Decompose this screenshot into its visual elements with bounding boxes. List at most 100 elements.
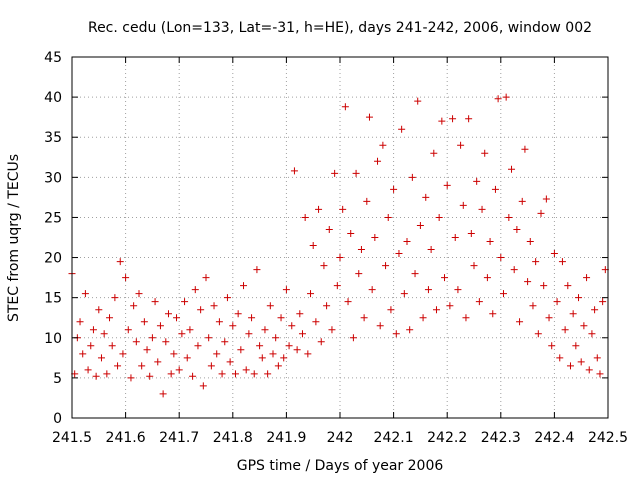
y-tick-label: 10: [44, 331, 62, 347]
data-point: [347, 229, 355, 237]
data-point: [585, 366, 593, 374]
data-point: [344, 298, 352, 306]
data-point: [197, 306, 205, 314]
data-point: [508, 165, 516, 173]
data-point: [355, 270, 363, 278]
data-point: [132, 338, 140, 346]
y-axis-label: STEC from uqrg / TECUs: [6, 154, 22, 322]
data-point: [580, 322, 588, 330]
data-point: [462, 314, 470, 322]
data-point: [162, 338, 170, 346]
data-point: [143, 346, 151, 354]
data-point: [202, 274, 210, 282]
data-point: [79, 350, 87, 358]
data-point: [550, 250, 558, 258]
data-point: [591, 306, 599, 314]
data-point: [470, 262, 478, 270]
data-point: [392, 330, 400, 338]
y-tick-label: 30: [44, 170, 62, 186]
data-point: [376, 322, 384, 330]
data-point: [400, 290, 408, 298]
x-tick-label: 241.5: [52, 430, 92, 446]
data-point: [280, 354, 288, 362]
data-point: [215, 318, 223, 326]
data-point: [296, 310, 304, 318]
data-point: [240, 282, 248, 290]
data-point: [499, 290, 507, 298]
data-point: [89, 326, 97, 334]
y-tick-label: 15: [44, 291, 62, 307]
data-point: [599, 298, 607, 306]
y-tick-label: 40: [44, 90, 62, 106]
data-point: [298, 330, 306, 338]
data-point: [191, 286, 199, 294]
data-point: [181, 298, 189, 306]
data-point: [403, 238, 411, 246]
grid-lines: [72, 57, 608, 418]
data-point: [320, 262, 328, 270]
data-point: [100, 330, 108, 338]
y-tick-label: 5: [53, 371, 62, 387]
data-point: [170, 350, 178, 358]
data-point: [309, 242, 317, 250]
data-point: [414, 97, 422, 105]
data-point: [304, 350, 312, 358]
data-point: [328, 326, 336, 334]
y-tick-label: 25: [44, 210, 62, 226]
data-point: [114, 362, 122, 370]
data-point: [524, 278, 532, 286]
data-point: [315, 205, 323, 213]
data-point: [116, 258, 124, 266]
data-point: [371, 234, 379, 241]
data-point: [331, 169, 339, 177]
data-point: [231, 370, 239, 378]
data-point: [178, 330, 186, 338]
data-point: [449, 115, 457, 123]
data-point: [341, 103, 349, 111]
data-point: [164, 310, 172, 318]
data-point: [416, 221, 424, 229]
data-point: [274, 362, 282, 370]
data-point: [593, 354, 601, 362]
data-point: [237, 346, 245, 354]
data-point: [575, 294, 583, 302]
data-point: [301, 213, 309, 221]
data-point: [218, 370, 226, 378]
data-point: [491, 185, 499, 193]
data-point: [130, 302, 138, 310]
data-point: [561, 326, 569, 334]
x-axis-label: GPS time / Days of year 2006: [237, 458, 444, 474]
data-point: [505, 213, 513, 221]
axis-ticks: [71, 56, 609, 419]
x-tick-labels: 241.5 241.6 241.7 241.8 241.9 242 242.1 242.2 24…: [52, 430, 628, 446]
data-point: [336, 254, 344, 262]
data-point: [293, 346, 301, 354]
data-point: [494, 95, 502, 103]
data-point: [264, 370, 272, 378]
data-point: [253, 266, 261, 274]
data-point: [135, 290, 143, 298]
data-point: [569, 310, 577, 318]
data-point: [363, 197, 371, 205]
data-point: [384, 213, 392, 221]
data-point: [92, 372, 100, 380]
data-point: [205, 334, 213, 342]
data-point: [529, 302, 537, 310]
data-point: [435, 213, 443, 221]
data-point: [138, 362, 146, 370]
data-point: [290, 167, 298, 175]
data-point: [390, 185, 398, 193]
x-tick-label: 242.2: [427, 430, 467, 446]
x-tick-label: 241.6: [106, 430, 146, 446]
data-point: [242, 366, 250, 374]
data-point: [516, 318, 524, 326]
data-point: [382, 262, 390, 270]
data-point: [76, 318, 84, 326]
data-point: [379, 141, 387, 149]
data-point: [534, 330, 542, 338]
data-point: [213, 350, 221, 358]
chart-title: Rec. cedu (Lon=133, Lat=-31, h=HE), days…: [88, 20, 592, 36]
data-point: [564, 282, 572, 290]
data-point: [288, 322, 296, 330]
data-point: [521, 145, 529, 153]
